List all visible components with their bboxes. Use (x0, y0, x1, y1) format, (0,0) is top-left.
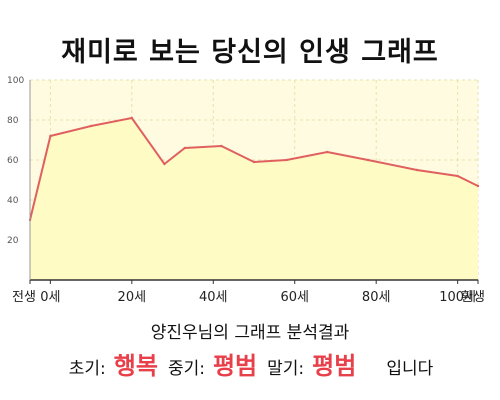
y-tick-label: 20 (7, 236, 19, 246)
data-point (456, 174, 459, 178)
late-label: 말기: (267, 359, 305, 379)
x-tick-label: 80세 (362, 290, 391, 305)
data-point (163, 162, 166, 166)
data-point (285, 158, 288, 162)
y-tick-label: 40 (7, 196, 19, 206)
y-tick-label: 100 (7, 76, 24, 86)
y-tick-label: 60 (7, 156, 19, 166)
chart-title: 재미로 보는 당신의 인생 그래프 (61, 37, 439, 68)
data-point (130, 116, 133, 120)
data-point (49, 134, 52, 138)
mid-label: 중기: (167, 359, 205, 379)
result-subtitle: 양진우님의 그래프 분석결과 (150, 323, 350, 343)
result-summary: 초기: 행복 중기: 평범 말기: 평범 입니다 (0, 346, 500, 381)
y-tick-label: 80 (7, 116, 19, 126)
x-tick-label: 60세 (280, 290, 309, 305)
x-tick-label: 20세 (118, 290, 147, 305)
early-value: 행복 (113, 352, 158, 380)
data-point (220, 144, 223, 148)
result-suffix: 입니다 (386, 359, 434, 379)
late-value: 평범 (312, 352, 357, 380)
data-point (415, 168, 419, 172)
data-point (183, 146, 186, 150)
x-tick-label: 0세 (40, 290, 60, 305)
x-tick-label: 40세 (199, 290, 228, 305)
x-tick-label: 전생 (12, 290, 36, 305)
data-point (89, 124, 93, 128)
y-tick-labels: 20 40 60 80 100 (7, 76, 24, 246)
mid-value: 평범 (212, 352, 258, 380)
data-point (476, 184, 480, 188)
area-fill (30, 118, 478, 280)
data-point (326, 150, 329, 154)
data-point (366, 158, 370, 162)
series-line (29, 116, 479, 221)
x-tick-label: 환생 (461, 290, 485, 305)
x-tick-label: 100세 (439, 290, 476, 305)
early-label: 초기: (68, 359, 106, 379)
data-point (252, 160, 256, 164)
